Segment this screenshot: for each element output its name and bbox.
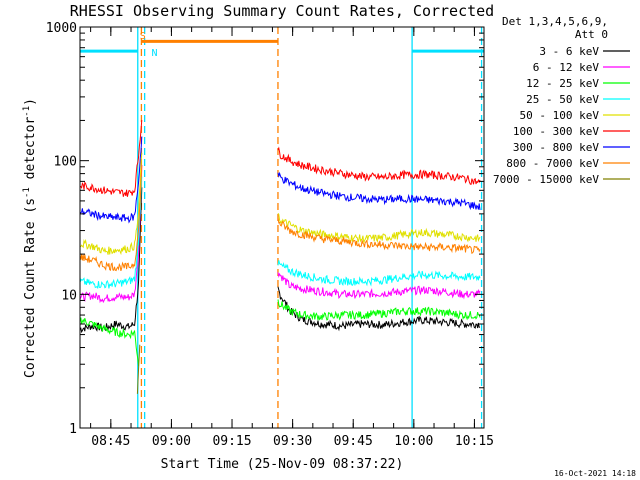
legend-label: 3 - 6 keV <box>539 45 599 58</box>
series-8-line-0 <box>136 344 141 394</box>
x-tick-label: 09:30 <box>273 434 312 449</box>
x-tick-label: 08:45 <box>91 434 130 449</box>
plot-frame <box>79 26 485 429</box>
series-4-line-1 <box>277 212 481 243</box>
series-6 <box>79 136 481 224</box>
legend-label: 12 - 25 keV <box>526 77 599 90</box>
x-tick-label: 10:00 <box>394 434 433 449</box>
series-1-line-1 <box>277 272 481 300</box>
legend: Det 1,3,4,5,6,9,Att 0 3 - 6 keV 6 - 12 keV… <box>493 15 630 186</box>
legend-header-line: Att 0 <box>575 28 608 41</box>
axes-layer: 1 10 100 1000 08:45 09:00 09:15 09:30 09:45 10:00… <box>46 21 494 449</box>
y-axis-label: Corrected Count Rate (s-1 detector-1) <box>22 98 38 378</box>
y-tick-label: 1000 <box>46 21 77 36</box>
legend-label: 50 - 100 keV <box>520 109 600 122</box>
flag-S-label: S <box>140 31 146 42</box>
series-4 <box>79 152 481 256</box>
chart-title: RHESSI Observing Summary Count Rates, Co… <box>70 2 494 20</box>
y-axis-label-part: -1 <box>22 106 32 117</box>
series-4-line-0 <box>79 152 143 256</box>
series-3 <box>79 176 481 290</box>
y-tick-label: 100 <box>54 155 77 170</box>
series-3-line-0 <box>79 176 143 290</box>
series-2-line-0 <box>79 317 140 367</box>
legend-header-line: Det 1,3,4,5,6,9, <box>502 15 608 28</box>
y-tick-label: 10 <box>61 288 77 303</box>
series-7-line-1 <box>277 217 481 254</box>
legend-label: 100 - 300 keV <box>513 125 599 138</box>
legend-label: 300 - 800 keV <box>513 141 599 154</box>
flag-N: N <box>80 48 484 59</box>
series-2 <box>79 299 481 367</box>
y-axis-label-part: ) <box>23 98 38 106</box>
legend-label: 7000 - 15000 keV <box>493 173 599 186</box>
x-tick-label: 10:15 <box>455 434 494 449</box>
series-7 <box>79 165 481 272</box>
x-tick-label: 09:45 <box>334 434 373 449</box>
x-axis-label: Start Time (25-Nov-09 08:37:22) <box>161 457 404 472</box>
x-tick-label: 09:00 <box>152 434 191 449</box>
flag-S: S <box>140 31 278 43</box>
series-2-line-1 <box>277 299 481 321</box>
series-3-line-1 <box>277 260 481 287</box>
series-6-line-0 <box>79 136 143 224</box>
data-layer: SN <box>79 27 484 428</box>
legend-label: 6 - 12 keV <box>533 61 600 74</box>
series-0-line-1 <box>277 286 481 332</box>
y-tick-label: 1 <box>69 422 77 437</box>
legend-label: 800 - 7000 keV <box>506 157 599 170</box>
y-axis-label-part: -1 <box>22 187 32 198</box>
legend-label: 25 - 50 keV <box>526 93 599 106</box>
footer-timestamp: 16-Oct-2021 14:18 <box>554 469 636 478</box>
series-0 <box>79 187 481 334</box>
y-axis-label-part: detector <box>23 117 38 188</box>
x-tick-label: 09:15 <box>212 434 251 449</box>
series-6-line-1 <box>277 171 481 211</box>
series-7-line-0 <box>79 165 143 272</box>
flag-N-label: N <box>151 48 157 59</box>
y-axis-label-part: Corrected Count Rate (s <box>23 198 38 378</box>
series-5-line-1 <box>277 146 481 185</box>
series-1-line-0 <box>79 164 143 304</box>
series-0-line-0 <box>79 187 143 334</box>
series-5 <box>79 119 481 197</box>
series-1 <box>79 164 481 304</box>
series-8 <box>136 344 141 394</box>
series-5-line-0 <box>79 119 143 197</box>
